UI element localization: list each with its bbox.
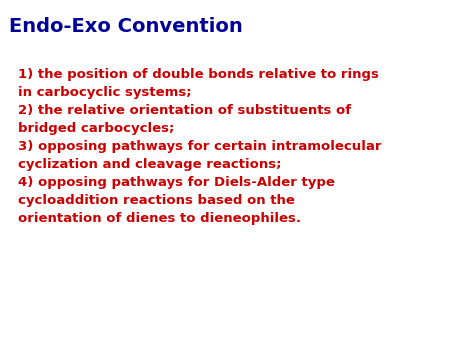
Text: 1) the position of double bonds relative to rings
in carbocyclic systems;
2) the: 1) the position of double bonds relative…: [18, 68, 382, 224]
Text: Endo-Exo Convention: Endo-Exo Convention: [9, 17, 243, 36]
